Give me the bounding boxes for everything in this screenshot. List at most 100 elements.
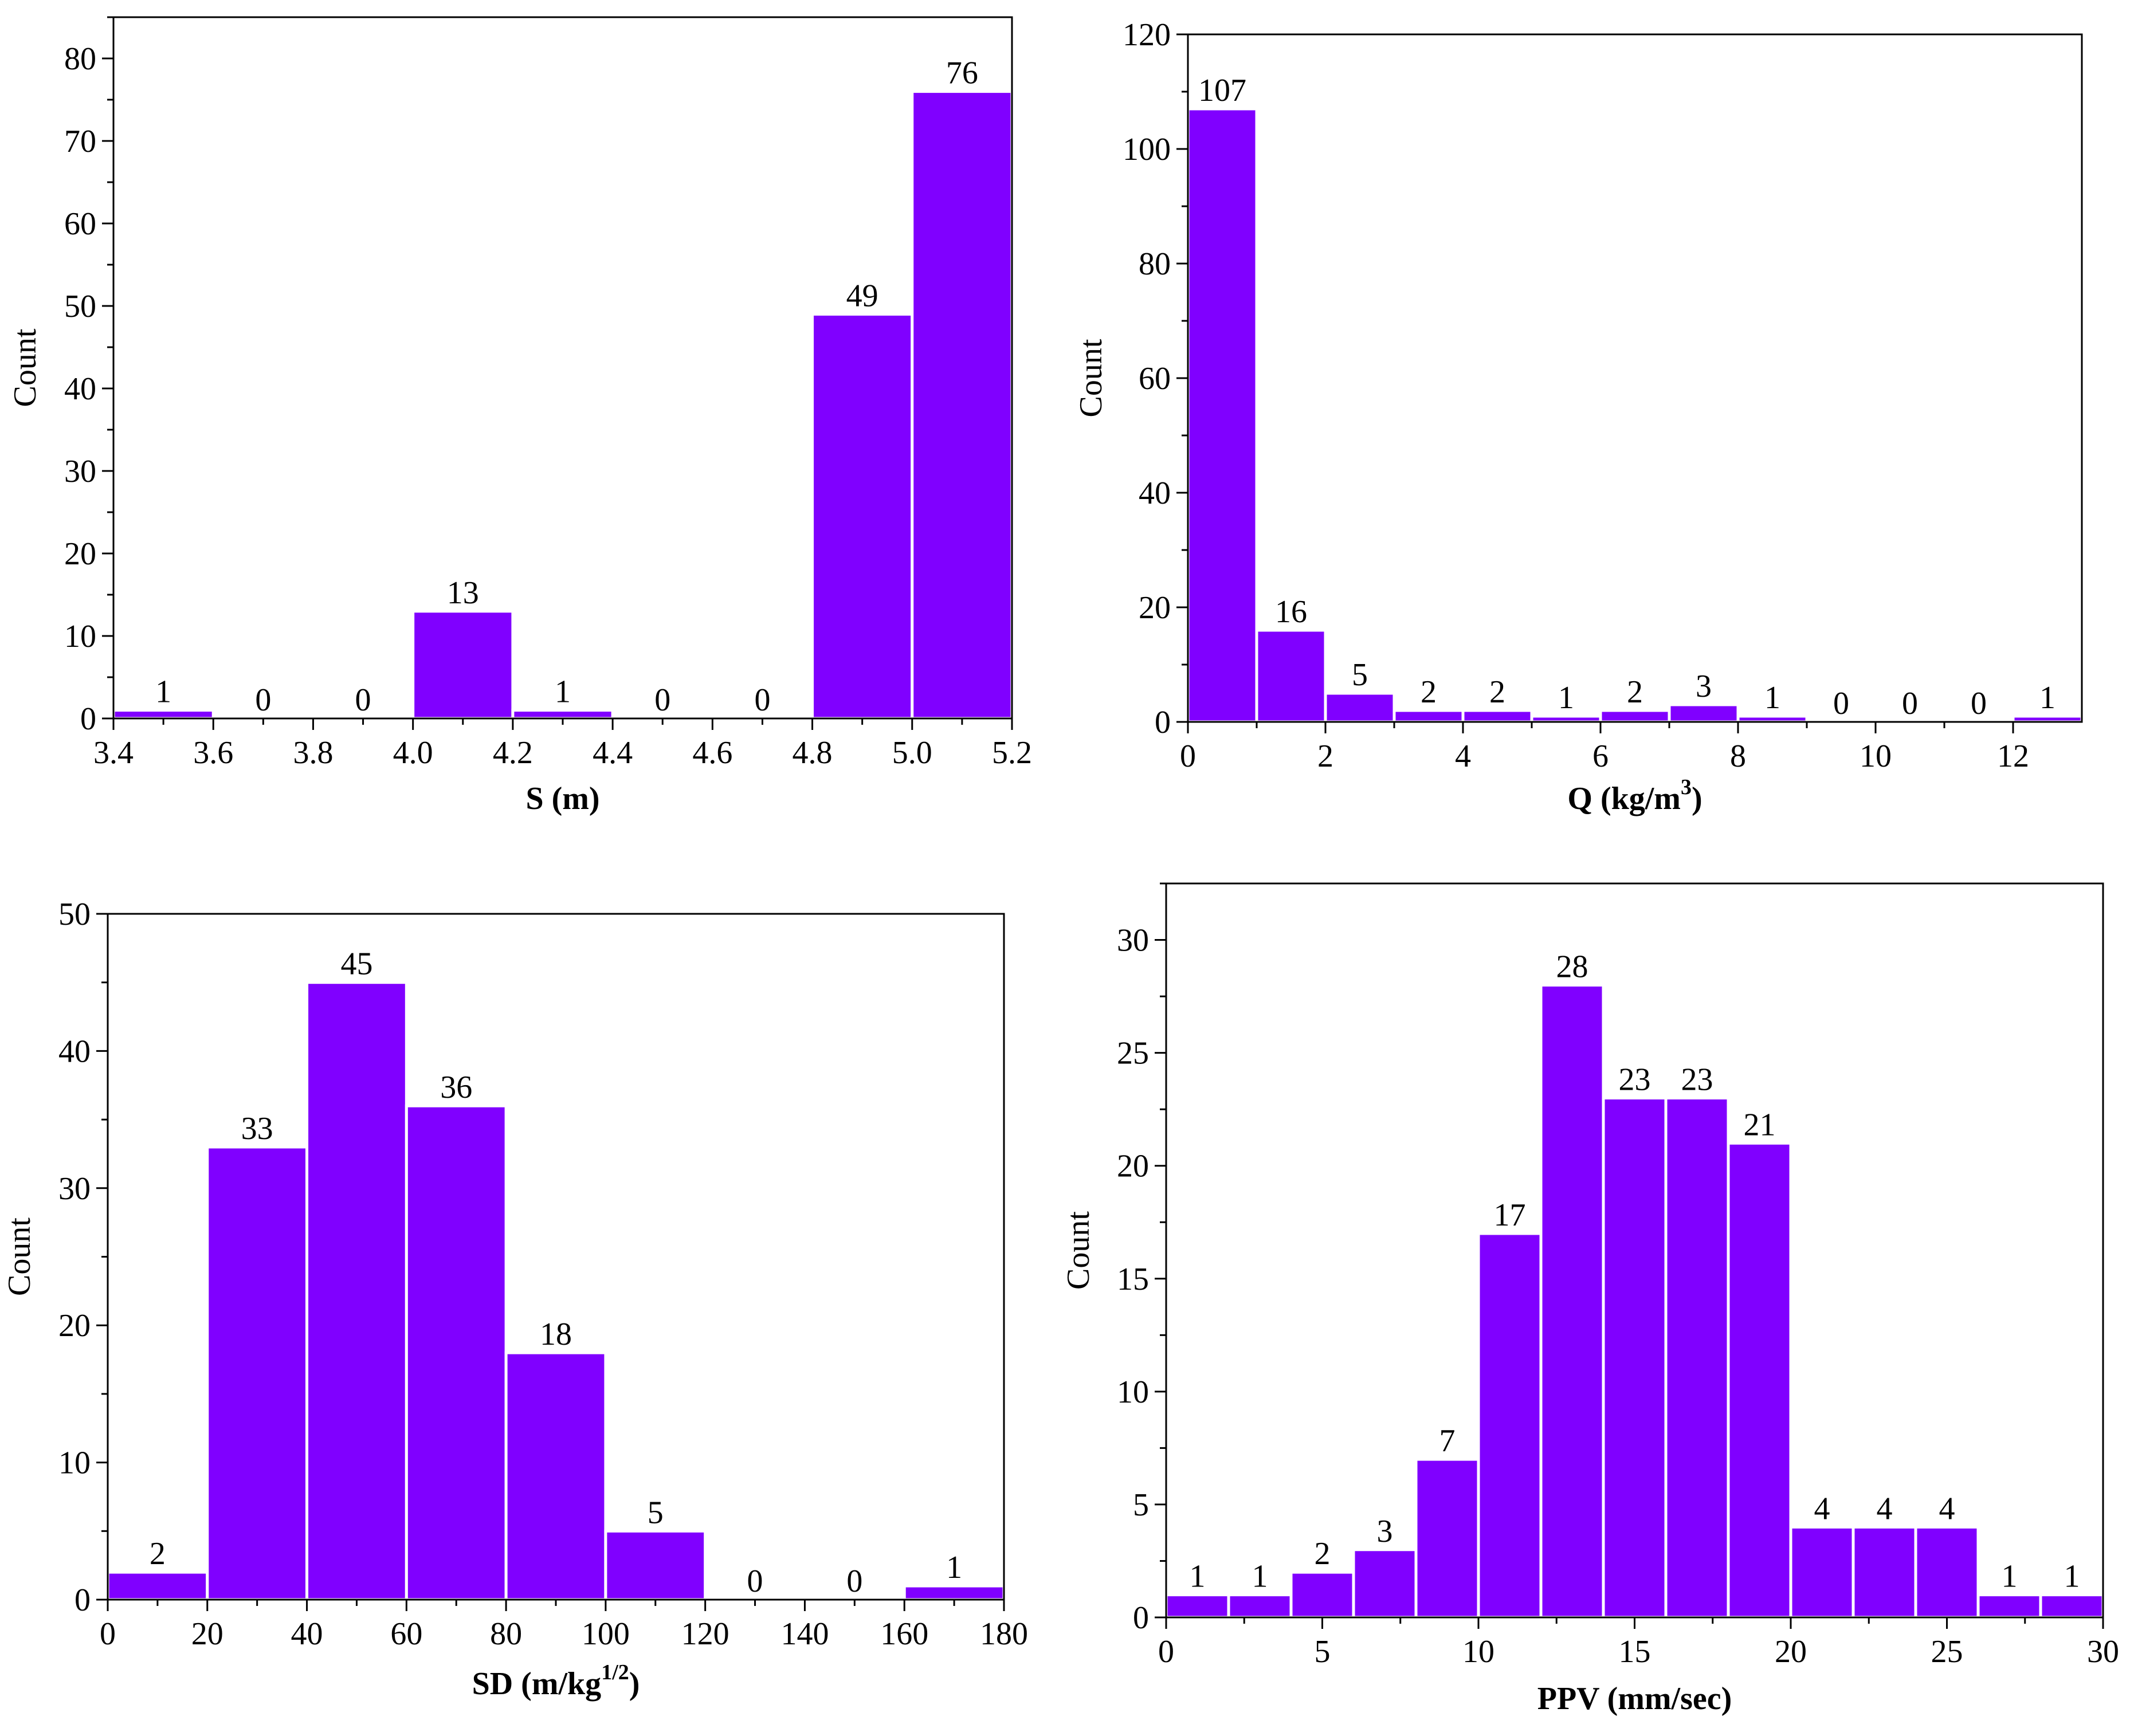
x-tick-label: 4.4 — [593, 735, 633, 771]
y-tick-label: 10 — [1117, 1374, 1149, 1410]
y-tick-label: 20 — [1117, 1149, 1149, 1184]
y-tick-label: 50 — [58, 897, 91, 932]
y-tick-label: 120 — [1123, 17, 1171, 53]
x-axis-title: Q (kg/m3) — [1567, 775, 1702, 816]
x-tick-label: 30 — [2087, 1634, 2119, 1670]
x-tick-label: 80 — [490, 1616, 522, 1652]
x-tick-label: 12 — [1997, 739, 2029, 774]
y-tick-label: 0 — [1155, 705, 1171, 740]
bar-value-label: 28 — [1556, 949, 1588, 984]
y-tick-label: 25 — [1117, 1036, 1149, 1071]
x-tick-label: 4.6 — [692, 735, 732, 771]
x-tick-label: 120 — [681, 1616, 729, 1652]
y-tick-label: 5 — [1133, 1487, 1149, 1523]
x-axis-title: S (m) — [525, 781, 599, 816]
histogram-bar — [1664, 1096, 1730, 1619]
histogram-bar — [1414, 1458, 1480, 1619]
x-tick-label: 160 — [880, 1616, 928, 1652]
bar-value-label: 23 — [1681, 1062, 1713, 1097]
y-tick-label: 0 — [74, 1582, 91, 1618]
x-tick-label: 4 — [1455, 739, 1471, 774]
bar-value-label: 2 — [1489, 674, 1505, 710]
bar-value-label: 1 — [155, 674, 171, 710]
bar-value-label: 4 — [1877, 1491, 1893, 1526]
histogram-bar — [1461, 709, 1533, 724]
histogram-bar — [1727, 1141, 1792, 1619]
bar-value-label: 1 — [555, 674, 571, 710]
x-tick-label: 3.6 — [193, 735, 233, 771]
bar-value-label: 0 — [654, 682, 670, 718]
x-tick-label: 180 — [980, 1616, 1028, 1652]
bar-value-label: 0 — [1971, 686, 1987, 721]
bar-value-label: 2 — [1627, 674, 1643, 710]
x-tick-label: 4.0 — [393, 735, 433, 771]
histogram-bar — [511, 709, 614, 720]
y-tick-label: 80 — [1139, 246, 1171, 282]
plot-frame — [1187, 33, 2083, 723]
bar-value-label: 1 — [2064, 1559, 2080, 1594]
histogram-bar — [1976, 1593, 2042, 1619]
y-tick-label: 0 — [1133, 1600, 1149, 1636]
x-tick-label: 0 — [1158, 1634, 1174, 1670]
histogram-bar — [305, 981, 408, 1601]
histogram-bar — [1914, 1525, 1980, 1619]
y-axis-title: Count — [1073, 339, 1109, 417]
bar-value-label: 2 — [150, 1536, 166, 1572]
bar-value-label: 23 — [1619, 1062, 1651, 1097]
histogram-bar — [504, 1351, 607, 1601]
y-axis-title: Count — [1061, 1211, 1096, 1290]
x-tick-label: 5.0 — [892, 735, 932, 771]
bar-value-label: 1 — [1558, 680, 1574, 716]
histogram-bar — [1602, 1096, 1668, 1619]
histogram-bar — [1539, 983, 1605, 1619]
bar-value-label: 0 — [1902, 686, 1918, 721]
bar-value-label: 13 — [447, 575, 479, 611]
bar-value-label: 0 — [255, 682, 271, 718]
y-tick-label: 60 — [64, 206, 96, 242]
bar-value-label: 0 — [747, 1564, 763, 1599]
histogram-bar — [811, 312, 914, 720]
bar-value-label: 1 — [1764, 680, 1780, 716]
histogram-bar — [1227, 1593, 1293, 1619]
histogram-bar — [604, 1529, 707, 1601]
bar-value-label: 7 — [1439, 1423, 1456, 1459]
bar-value-label: 16 — [1275, 594, 1307, 630]
x-axis-title: PPV (mm/sec) — [1537, 1681, 1732, 1717]
bar-value-label: 1 — [2039, 680, 2055, 716]
x-tick-label: 4.2 — [493, 735, 533, 771]
y-tick-label: 0 — [80, 701, 96, 737]
histogram-bar — [1789, 1525, 1855, 1619]
y-tick-label: 20 — [58, 1308, 91, 1344]
histogram-bar — [1164, 1593, 1230, 1619]
bar-value-label: 2 — [1315, 1536, 1331, 1572]
x-tick-label: 20 — [191, 1616, 223, 1652]
histogram-bar — [1324, 692, 1396, 724]
y-tick-label: 60 — [1139, 361, 1171, 396]
x-tick-label: 0 — [1180, 739, 1196, 774]
histogram-bar — [106, 1570, 209, 1601]
x-tick-label: 5.2 — [992, 735, 1032, 771]
y-tick-label: 30 — [1117, 923, 1149, 959]
x-tick-label: 0 — [100, 1616, 116, 1652]
y-tick-label: 30 — [64, 454, 96, 489]
bar-value-label: 5 — [1352, 657, 1368, 693]
x-tick-label: 4.8 — [793, 735, 833, 771]
bar-value-label: 4 — [1814, 1491, 1830, 1526]
bar-value-label: 49 — [846, 278, 878, 313]
bar-value-label: 1 — [2002, 1559, 2018, 1594]
histogram-bar — [2039, 1593, 2105, 1619]
bar-value-label: 1 — [1252, 1559, 1268, 1594]
y-tick-label: 50 — [64, 289, 96, 324]
bar-value-label: 107 — [1198, 73, 1246, 108]
histogram-bar — [1477, 1232, 1543, 1619]
bar-value-label: 45 — [340, 946, 372, 982]
histogram-bar — [206, 1145, 309, 1601]
bar-value-label: 36 — [440, 1070, 472, 1105]
histogram-bar — [1186, 107, 1258, 724]
bar-value-label: 18 — [540, 1317, 572, 1352]
